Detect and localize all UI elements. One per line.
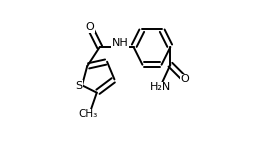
Text: CH₃: CH₃ — [78, 110, 97, 119]
Text: H₂N: H₂N — [150, 82, 171, 92]
Text: NH: NH — [112, 38, 129, 48]
Text: O: O — [181, 74, 189, 84]
Text: O: O — [86, 22, 94, 32]
Text: S: S — [76, 81, 83, 91]
